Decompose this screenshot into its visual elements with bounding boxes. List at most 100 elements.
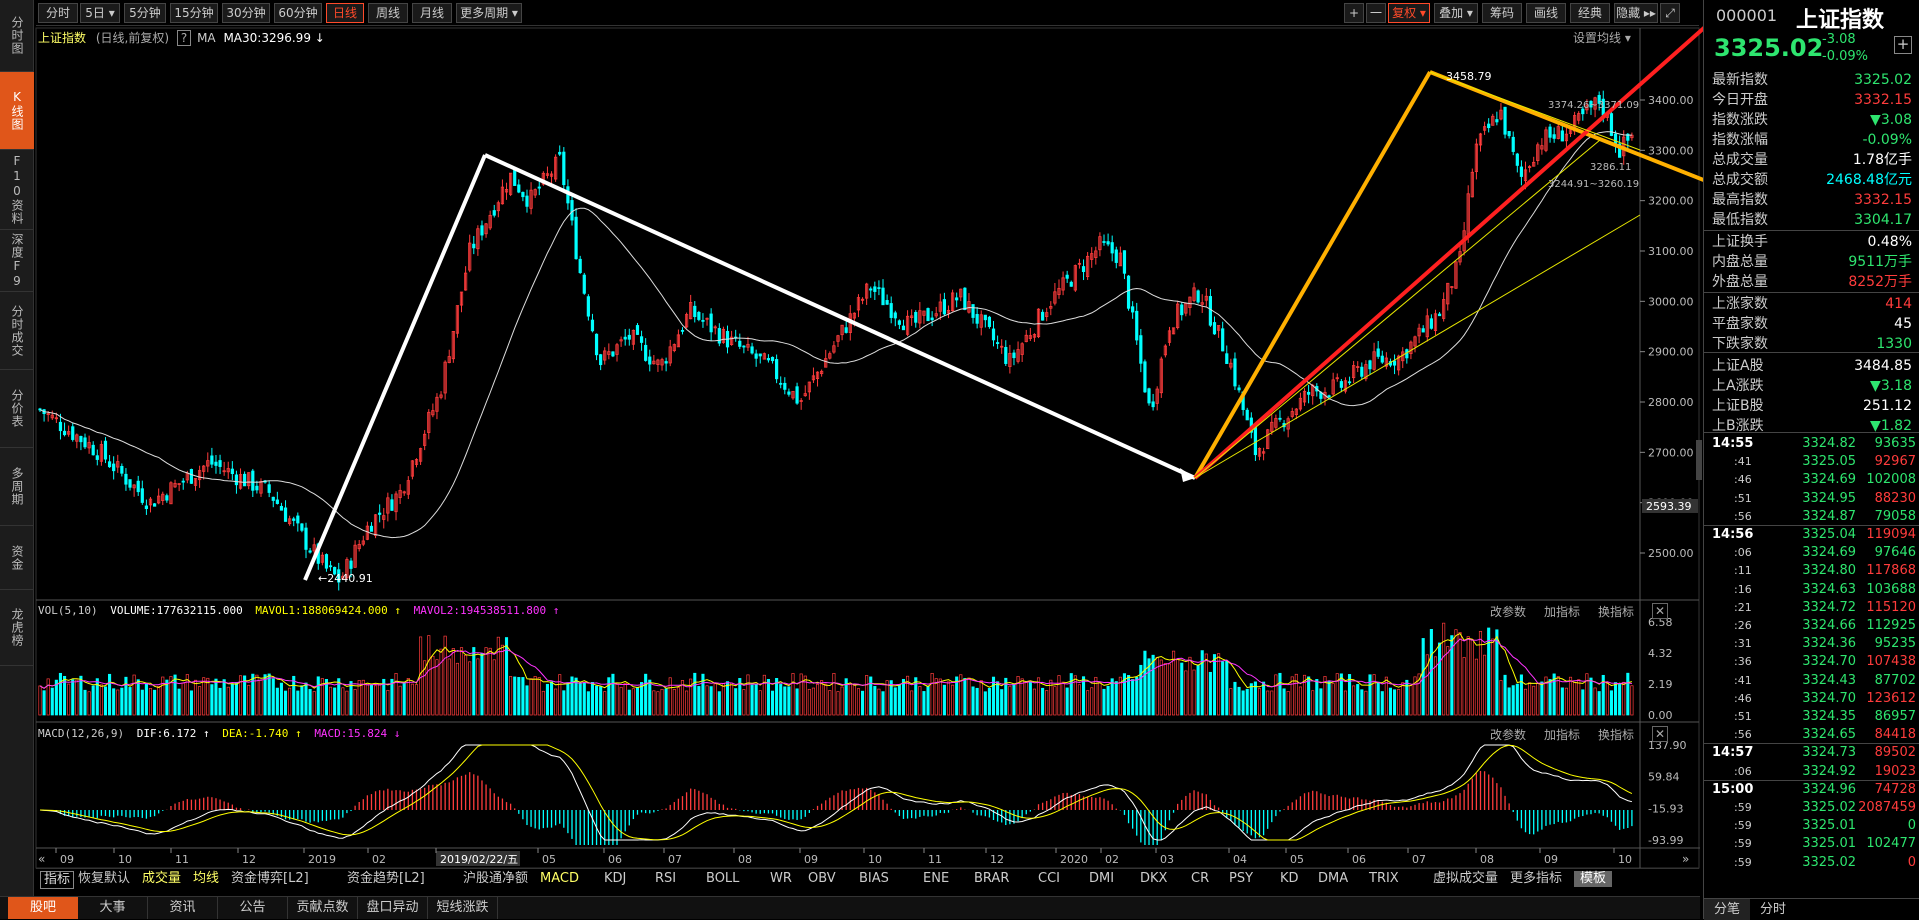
indicator-tab-5[interactable]: 资金趋势[L2] bbox=[347, 871, 425, 886]
chart-tool-0[interactable]: + bbox=[1344, 3, 1364, 23]
period-button-7[interactable]: 周线 bbox=[368, 3, 408, 23]
indicator-tab-22[interactable]: DMA bbox=[1318, 871, 1349, 886]
chart-tool-7[interactable]: 隐藏 ▸▸ bbox=[1614, 3, 1658, 23]
right-bottom-tab-0[interactable]: 分笔 bbox=[1704, 899, 1750, 920]
left-tab-4[interactable]: 分时成交 bbox=[0, 292, 34, 370]
indicator-tab-4[interactable]: 资金博弈[L2] bbox=[231, 871, 309, 886]
date-cursor-box bbox=[436, 851, 520, 866]
candle-body bbox=[905, 315, 910, 335]
indicator-tab-10[interactable]: BOLL bbox=[706, 871, 740, 886]
volume-bar bbox=[1217, 653, 1221, 716]
indicator-tab-13[interactable]: BIAS bbox=[859, 871, 889, 886]
indicator-tab-17[interactable]: DMI bbox=[1089, 871, 1115, 886]
macd-panel-btn-3[interactable]: ✕ bbox=[1652, 726, 1669, 742]
left-tab-2[interactable]: F10资料 bbox=[0, 150, 34, 230]
tick-price: 3324.35 bbox=[1802, 709, 1856, 724]
volume-bar bbox=[1462, 657, 1466, 716]
candle-body bbox=[656, 359, 660, 365]
bottom-tab-6[interactable]: 短线涨跌 bbox=[428, 897, 498, 919]
help-icon[interactable]: ? bbox=[176, 30, 192, 46]
macd-panel-btn-1[interactable]: 加指标 bbox=[1544, 728, 1581, 742]
macd-panel-btn-0[interactable]: 改参数 bbox=[1490, 728, 1527, 742]
left-tab-1[interactable]: K线图 bbox=[0, 72, 34, 150]
volume-bar bbox=[656, 691, 660, 716]
vol-panel-btn-3[interactable]: ✕ bbox=[1652, 603, 1669, 619]
period-button-3[interactable]: 15分钟 bbox=[170, 3, 218, 23]
indicator-tab-8[interactable]: KDJ bbox=[604, 871, 627, 886]
scroll-left-icon[interactable]: « bbox=[38, 852, 45, 866]
scroll-right-icon[interactable]: » bbox=[1682, 852, 1689, 866]
stock-name: 上证指数 bbox=[1796, 8, 1885, 33]
candle-body bbox=[1356, 366, 1360, 368]
chart-tool-3[interactable]: 叠加 ▾ bbox=[1434, 3, 1478, 23]
indicator-tab-7[interactable]: MACD bbox=[540, 871, 579, 886]
chart-tool-8[interactable]: ⤢ bbox=[1660, 3, 1680, 23]
vol-panel-btn-2[interactable]: 换指标 bbox=[1598, 605, 1635, 619]
vol-panel-btn-0[interactable]: 改参数 bbox=[1490, 605, 1527, 619]
period-button-1[interactable]: 5日 ▾ bbox=[80, 3, 120, 23]
vol-axis-label: 6.58 bbox=[1648, 616, 1673, 629]
macd-panel-btn-2[interactable]: 换指标 bbox=[1598, 728, 1635, 742]
left-tab-6[interactable]: 多周期 bbox=[0, 448, 34, 526]
right-bottom-tab-1[interactable]: 分时 bbox=[1759, 902, 1786, 917]
indicator-tab-24[interactable]: 虚拟成交量 bbox=[1433, 871, 1499, 886]
period-button-4[interactable]: 30分钟 bbox=[222, 3, 270, 23]
indicator-tab-6[interactable]: 沪股通净额 bbox=[463, 871, 529, 886]
volume-bar bbox=[889, 680, 893, 716]
indicator-tab-26[interactable]: 模板 bbox=[1574, 871, 1613, 887]
vol-panel-btn-1[interactable]: 加指标 bbox=[1544, 605, 1581, 619]
indicator-tab-23[interactable]: TRIX bbox=[1369, 871, 1399, 886]
indicator-tab-0[interactable]: 指标 bbox=[40, 871, 75, 889]
indicator-tab-3[interactable]: 均线 bbox=[193, 871, 220, 886]
indicator-tab-9[interactable]: RSI bbox=[655, 871, 677, 886]
period-button-6[interactable]: 日线 bbox=[326, 3, 364, 23]
left-tab-8[interactable]: 龙虎榜 bbox=[0, 590, 34, 666]
indicator-tab-12[interactable]: OBV bbox=[808, 871, 836, 886]
bottom-tab-2[interactable]: 资讯 bbox=[148, 897, 218, 919]
bottom-tab-1[interactable]: 大事 bbox=[78, 897, 148, 919]
volume-bar bbox=[554, 688, 558, 716]
chart-tool-5[interactable]: 画线 bbox=[1526, 3, 1566, 23]
collapse-handle[interactable] bbox=[1696, 440, 1702, 480]
chart-tool-6[interactable]: 经典 bbox=[1570, 3, 1610, 23]
period-button-8[interactable]: 月线 bbox=[412, 3, 452, 23]
chart-tool-4[interactable]: 筹码 bbox=[1482, 3, 1522, 23]
candle-body bbox=[492, 210, 496, 216]
indicator-tab-11[interactable]: WR bbox=[770, 871, 792, 886]
indicator-tab-20[interactable]: PSY bbox=[1229, 871, 1254, 886]
period-button-0[interactable]: 分时 bbox=[38, 3, 78, 23]
volume-bar bbox=[529, 678, 533, 716]
period-button-9[interactable]: 更多周期 ▾ bbox=[456, 3, 522, 23]
indicator-tab-19[interactable]: CR bbox=[1191, 871, 1210, 886]
period-button-5[interactable]: 60分钟 bbox=[274, 3, 322, 23]
bottom-tab-5[interactable]: 盘口异动 bbox=[358, 897, 428, 919]
indicator-tab-14[interactable]: ENE bbox=[923, 871, 950, 886]
ma-settings-button[interactable]: 设置均线 ▾ bbox=[1573, 31, 1631, 45]
volume-bar bbox=[255, 674, 259, 716]
candle-body bbox=[414, 459, 419, 465]
left-tab-5[interactable]: 分价表 bbox=[0, 370, 34, 448]
indicator-tab-1[interactable]: 恢复默认 bbox=[78, 871, 131, 886]
bottom-tab-3[interactable]: 公告 bbox=[218, 897, 288, 919]
chart-tool-2[interactable]: 复权 ▾ bbox=[1388, 3, 1430, 23]
indicator-tab-21[interactable]: KD bbox=[1280, 871, 1299, 886]
left-tab-0[interactable]: 分时图 bbox=[0, 0, 34, 72]
indicator-tab-18[interactable]: DKX bbox=[1140, 871, 1168, 886]
candle-body bbox=[1229, 362, 1233, 368]
left-tab-3[interactable]: 深度F9 bbox=[0, 230, 34, 292]
add-watchlist-button[interactable]: + bbox=[1894, 36, 1912, 54]
candle-body bbox=[1049, 306, 1053, 309]
indicator-tab-2[interactable]: 成交量 bbox=[142, 871, 182, 886]
bottom-tab-0[interactable]: 股吧 bbox=[8, 897, 78, 919]
tick-time: :56 bbox=[1734, 509, 1752, 523]
indicator-tab-25[interactable]: 更多指标 bbox=[1510, 871, 1563, 886]
left-tab-7[interactable]: 资金 bbox=[0, 526, 34, 590]
volume-bar bbox=[1573, 681, 1577, 716]
period-button-2[interactable]: 5分钟 bbox=[124, 3, 166, 23]
volume-bar bbox=[1000, 689, 1004, 716]
bottom-tab-4[interactable]: 贡献点数 bbox=[288, 897, 358, 919]
chart-tool-1[interactable]: 一 bbox=[1366, 3, 1386, 23]
indicator-tab-15[interactable]: BRAR bbox=[974, 871, 1010, 886]
indicator-tab-16[interactable]: CCI bbox=[1038, 871, 1060, 886]
